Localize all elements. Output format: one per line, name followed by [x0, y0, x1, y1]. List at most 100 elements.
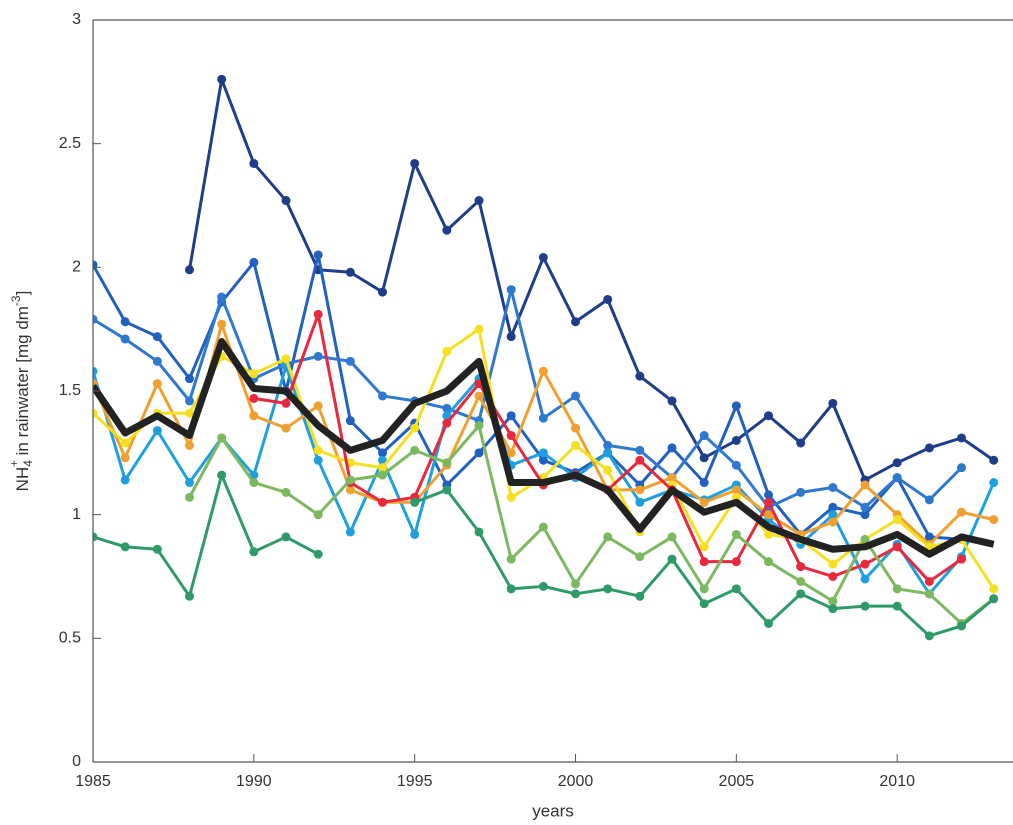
data-point: [345, 267, 355, 277]
data-point: [957, 621, 967, 631]
data-point: [120, 334, 130, 344]
data-point: [571, 589, 581, 599]
data-point: [957, 433, 967, 443]
data-point: [860, 601, 870, 611]
data-point: [442, 403, 452, 413]
data-point: [635, 455, 645, 465]
data-point: [120, 317, 130, 327]
x-tick-label: 1985: [75, 773, 111, 790]
data-point: [764, 529, 774, 539]
data-point: [410, 529, 420, 539]
data-point: [538, 522, 548, 532]
data-point: [989, 594, 999, 604]
data-point: [185, 396, 195, 406]
data-point: [603, 532, 613, 542]
data-point: [345, 356, 355, 366]
data-point: [667, 532, 677, 542]
data-point: [249, 547, 259, 557]
data-point: [828, 559, 838, 569]
data-point: [924, 532, 934, 542]
data-point: [249, 369, 259, 379]
data-point: [506, 554, 516, 564]
x-axis-label: years: [532, 801, 574, 820]
data-point: [957, 463, 967, 473]
data-point: [989, 478, 999, 488]
data-point: [892, 458, 902, 468]
data-point: [249, 478, 259, 488]
data-point: [442, 411, 452, 421]
data-point: [731, 557, 741, 567]
y-tick-label: 2.5: [59, 135, 81, 152]
data-point: [571, 423, 581, 433]
data-point: [538, 252, 548, 262]
data-point: [764, 497, 774, 507]
data-point: [538, 581, 548, 591]
data-point: [474, 421, 484, 431]
data-point: [345, 416, 355, 426]
data-point: [313, 401, 323, 411]
data-point: [764, 510, 774, 520]
data-point: [281, 398, 291, 408]
data-point: [185, 374, 195, 384]
data-point: [699, 557, 709, 567]
data-point: [281, 532, 291, 542]
data-point: [345, 485, 355, 495]
data-point: [152, 544, 162, 554]
data-point: [892, 584, 902, 594]
data-point: [989, 584, 999, 594]
data-point: [989, 515, 999, 525]
data-point: [571, 440, 581, 450]
data-point: [217, 292, 227, 302]
data-point: [796, 562, 806, 572]
y-tick-label: 0.5: [59, 630, 81, 647]
data-point: [635, 371, 645, 381]
data-point: [731, 435, 741, 445]
data-point: [185, 265, 195, 275]
data-point: [313, 549, 323, 559]
data-point: [924, 589, 934, 599]
data-point: [281, 196, 291, 206]
data-point: [152, 356, 162, 366]
series-line: [93, 338, 995, 558]
data-point: [603, 465, 613, 475]
data-point: [828, 596, 838, 606]
data-point: [506, 584, 516, 594]
data-point: [796, 487, 806, 497]
y-axis-label-part: +: [7, 460, 21, 467]
data-point: [313, 351, 323, 361]
data-point: [764, 557, 774, 567]
y-tick-label: 1.5: [59, 382, 81, 399]
data-point: [860, 502, 870, 512]
y-axis-label: NH4+ in rainwater [mg dm-3]: [7, 291, 35, 492]
data-point: [957, 507, 967, 517]
data-point: [93, 532, 98, 542]
data-point: [924, 631, 934, 641]
series-line: [93, 253, 962, 541]
data-point: [731, 584, 741, 594]
data-point: [860, 510, 870, 520]
x-tick-label: 1990: [236, 773, 272, 790]
data-point: [828, 398, 838, 408]
data-point: [313, 250, 323, 260]
data-point: [249, 158, 259, 168]
data-point: [281, 423, 291, 433]
data-point: [989, 455, 999, 465]
data-point: [603, 448, 613, 458]
data-point: [313, 445, 323, 455]
series-line: [93, 322, 995, 546]
data-point: [828, 572, 838, 581]
data-point: [474, 324, 484, 334]
data-point: [410, 497, 420, 507]
data-point: [249, 393, 259, 403]
data-point: [635, 445, 645, 455]
data-point: [635, 552, 645, 562]
data-point: [217, 433, 227, 443]
data-point: [442, 458, 452, 468]
data-point: [378, 470, 388, 480]
x-tick-label: 2000: [558, 773, 594, 790]
data-point: [217, 319, 227, 329]
series-line: [93, 288, 963, 509]
data-point: [796, 576, 806, 586]
data-point: [603, 584, 613, 594]
